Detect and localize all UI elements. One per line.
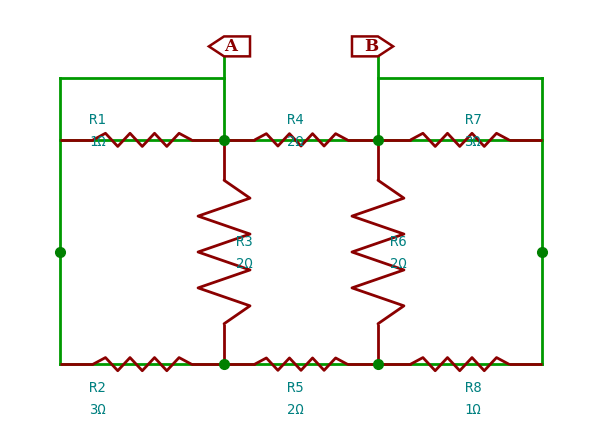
Text: R7: R7	[465, 113, 481, 127]
Text: 1Ω: 1Ω	[465, 403, 481, 417]
Text: 1Ω: 1Ω	[89, 135, 106, 149]
Text: R5: R5	[287, 381, 303, 395]
Text: 2Ω: 2Ω	[235, 257, 252, 271]
Polygon shape	[352, 36, 393, 56]
Text: R4: R4	[287, 113, 303, 127]
Text: R3: R3	[235, 235, 252, 249]
Text: A: A	[224, 38, 237, 55]
Text: 2Ω: 2Ω	[389, 257, 406, 271]
Text: 3Ω: 3Ω	[465, 135, 481, 149]
Polygon shape	[209, 36, 250, 56]
Text: 3Ω: 3Ω	[89, 403, 106, 417]
Text: R8: R8	[465, 381, 481, 395]
Text: R6: R6	[389, 235, 406, 249]
Text: 2Ω: 2Ω	[287, 135, 303, 149]
Text: 2Ω: 2Ω	[287, 403, 303, 417]
Text: R1: R1	[89, 113, 106, 127]
Text: R2: R2	[89, 381, 106, 395]
Text: B: B	[364, 38, 379, 55]
